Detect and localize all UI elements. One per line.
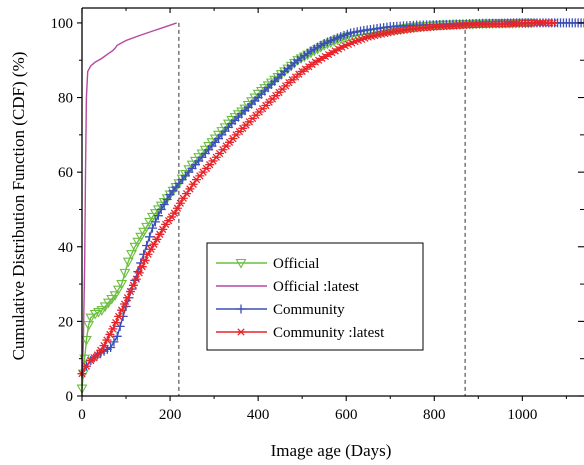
data-point (155, 230, 165, 238)
legend-label: Community :latest (273, 325, 385, 341)
x-tick-label: 1000 (507, 407, 537, 423)
data-point (172, 204, 182, 212)
x-axis-title: Image age (Days) (271, 441, 392, 460)
legend-item: Community :latest (216, 325, 385, 341)
data-point (81, 362, 91, 370)
data-point (108, 325, 118, 333)
data-point (83, 321, 95, 331)
legend-item: Community (216, 302, 345, 318)
data-point (142, 241, 152, 251)
series-layer (76, 18, 584, 395)
data-point (135, 232, 147, 243)
data-point (106, 343, 116, 352)
data-point (159, 199, 169, 209)
data-point (119, 268, 131, 279)
data-point (548, 19, 558, 27)
data-point (96, 346, 106, 354)
x-tick-label: 0 (78, 407, 86, 423)
data-point (128, 281, 138, 289)
data-point (96, 306, 108, 316)
data-point (180, 169, 191, 180)
legend-label: Official (273, 256, 319, 272)
data-point (112, 285, 124, 296)
data-point (140, 256, 150, 265)
y-tick-label: 100 (51, 16, 74, 32)
data-point (141, 222, 153, 233)
data-point (188, 180, 198, 188)
data-point (125, 287, 135, 296)
data-point (109, 291, 121, 301)
data-point (235, 258, 247, 269)
legend-item: Official (216, 256, 319, 272)
y-tick-label: 80 (58, 91, 73, 107)
data-point (145, 232, 155, 242)
data-point (150, 217, 160, 227)
data-point (105, 330, 115, 339)
data-point (152, 235, 162, 243)
data-point (106, 294, 118, 305)
data-point (120, 300, 130, 308)
data-point (137, 263, 147, 271)
data-point (99, 302, 111, 313)
data-point (134, 269, 144, 277)
data-point (146, 245, 156, 253)
data-point (99, 341, 109, 350)
y-tick-label: 20 (58, 314, 73, 330)
data-point (175, 199, 185, 207)
data-point (185, 185, 195, 193)
data-point (80, 335, 92, 346)
data-point (114, 312, 124, 321)
data-point (236, 328, 246, 336)
data-point (92, 351, 102, 359)
legend: Official Official :latest Community Communi… (206, 242, 424, 351)
data-point (126, 250, 137, 260)
legend-item: Official :latest (216, 279, 360, 295)
data-point (122, 257, 134, 268)
data-point (138, 227, 150, 238)
data-point (162, 195, 172, 205)
y-tick-label: 60 (58, 165, 73, 181)
y-tick-label: 0 (66, 389, 74, 405)
x-tick-label: 800 (423, 407, 446, 423)
data-point (123, 294, 133, 302)
data-point (143, 250, 153, 258)
data-point (111, 318, 121, 327)
data-point (116, 280, 128, 290)
data-point (102, 336, 112, 344)
x-tick-label: 200 (159, 407, 182, 423)
data-point (131, 275, 141, 283)
data-point (169, 209, 179, 217)
legend-label: Community (273, 302, 345, 318)
data-point (156, 204, 166, 214)
data-point (109, 337, 119, 347)
y-axis-title: Cumulative Distribution Function (CDF) (… (9, 52, 28, 361)
data-point (102, 298, 114, 309)
data-point (132, 237, 144, 248)
data-point (149, 240, 159, 248)
data-point (158, 225, 168, 234)
x-tick-label: 400 (247, 407, 270, 423)
data-point (236, 304, 246, 314)
series-community-latest (77, 19, 558, 378)
legend-label: Official :latest (273, 279, 360, 295)
series-official-latest (81, 22, 177, 378)
y-tick-label: 40 (58, 240, 73, 256)
data-point (153, 211, 163, 221)
data-point (147, 223, 157, 233)
axes-layer: 0 200 400 600 800 1000 0 20 40 60 80 100 (51, 7, 584, 423)
data-point (129, 242, 141, 253)
data-point (115, 321, 125, 331)
data-point (112, 331, 122, 341)
series-line (81, 22, 177, 378)
data-point (182, 189, 192, 198)
data-point (117, 306, 127, 314)
data-point (178, 194, 188, 202)
data-point (85, 313, 97, 324)
x-tick-label: 600 (335, 407, 358, 423)
